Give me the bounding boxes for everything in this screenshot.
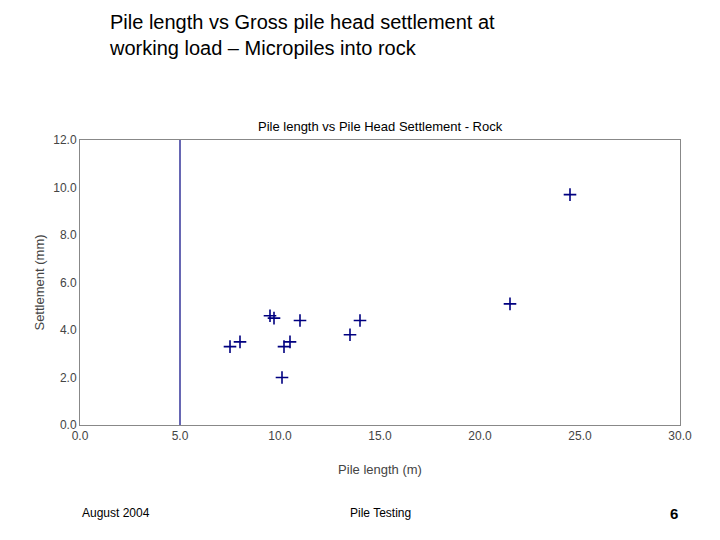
svg-text:20.0: 20.0	[468, 429, 492, 443]
svg-text:0.0: 0.0	[72, 429, 89, 443]
svg-text:25.0: 25.0	[568, 429, 592, 443]
svg-text:10.0: 10.0	[53, 181, 77, 195]
svg-text:4.0: 4.0	[60, 323, 77, 337]
svg-text:2.0: 2.0	[60, 371, 77, 385]
svg-text:6.0: 6.0	[60, 276, 77, 290]
svg-text:Pile length (m): Pile length (m)	[338, 462, 422, 477]
svg-text:Pile length vs Pile Head Settl: Pile length vs Pile Head Settlement - Ro…	[258, 119, 503, 134]
svg-text:August 2004: August 2004	[82, 506, 150, 520]
svg-text:6: 6	[670, 505, 678, 522]
svg-text:8.0: 8.0	[60, 228, 77, 242]
svg-text:30.0: 30.0	[668, 429, 692, 443]
svg-text:Settlement (mm): Settlement (mm)	[32, 234, 47, 330]
svg-text:10.0: 10.0	[268, 429, 292, 443]
svg-text:0.0: 0.0	[60, 418, 77, 432]
svg-text:15.0: 15.0	[368, 429, 392, 443]
svg-text:Pile Testing: Pile Testing	[350, 506, 411, 520]
svg-text:5.0: 5.0	[172, 429, 189, 443]
svg-text:Pile length vs Gross pile head: Pile length vs Gross pile head settlemen…	[109, 11, 495, 59]
svg-text:12.0: 12.0	[53, 133, 77, 147]
